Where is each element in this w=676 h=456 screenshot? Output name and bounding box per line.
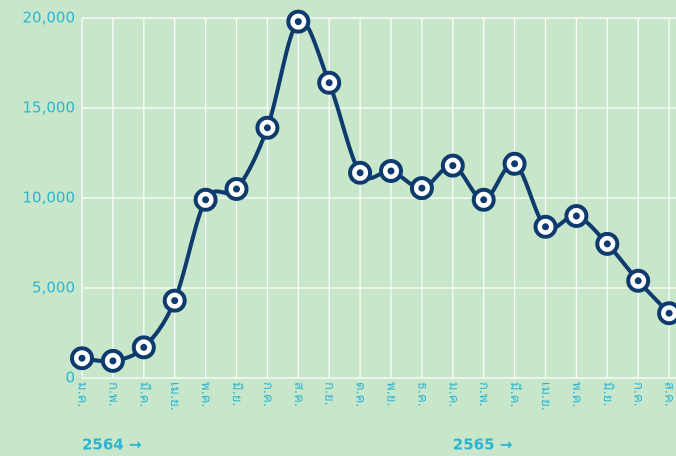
x-tick-label: ก.ย. bbox=[322, 382, 337, 406]
x-tick-label: ต.ค. bbox=[353, 382, 368, 407]
point-center bbox=[325, 79, 333, 87]
point-center bbox=[78, 354, 86, 362]
year-label: 2564 → bbox=[82, 436, 142, 454]
x-tick-label: ก.พ. bbox=[476, 382, 491, 407]
x-tick-label: ก.ค. bbox=[260, 382, 275, 407]
x-tick-label: ม.ค. bbox=[445, 382, 460, 408]
point-center bbox=[603, 240, 611, 248]
point-center bbox=[480, 196, 488, 204]
point-center bbox=[542, 223, 549, 231]
x-tick-label: ส.ค. bbox=[291, 382, 306, 407]
x-tick-label: มี.ค. bbox=[507, 382, 523, 408]
point-center bbox=[572, 212, 580, 220]
y-tick-label: 15,000 bbox=[23, 99, 76, 117]
x-tick-label: เม.ย. bbox=[538, 382, 553, 411]
point-center bbox=[233, 185, 240, 193]
x-tick-label: พ.ค. bbox=[569, 382, 584, 408]
point-center bbox=[665, 309, 673, 317]
point-center bbox=[263, 124, 271, 132]
point-center bbox=[387, 167, 395, 175]
x-tick-label: ธ.ค. bbox=[414, 382, 429, 407]
point-center bbox=[109, 357, 117, 365]
y-tick-label: 5,000 bbox=[32, 279, 75, 297]
y-tick-label: 0 bbox=[65, 369, 75, 387]
point-center bbox=[634, 277, 642, 285]
y-tick-label: 10,000 bbox=[23, 189, 76, 207]
point-center bbox=[294, 18, 302, 26]
x-tick-label: มิ.ย. bbox=[229, 382, 244, 406]
point-center bbox=[356, 169, 364, 177]
point-center bbox=[418, 184, 426, 192]
point-center bbox=[511, 160, 519, 168]
year-label: 2565 → bbox=[453, 436, 513, 454]
x-tick-label: พ.ย. bbox=[384, 382, 399, 406]
y-tick-label: 20,000 bbox=[23, 9, 76, 27]
x-tick-label: มิ.ย. bbox=[600, 382, 615, 406]
x-tick-label: เม.ย. bbox=[167, 382, 182, 411]
x-tick-label: พ.ค. bbox=[198, 382, 213, 408]
point-center bbox=[202, 196, 210, 204]
x-tick-label: ส.ค. bbox=[662, 382, 676, 407]
point-center bbox=[171, 297, 179, 305]
x-tick-label: ก.ค. bbox=[631, 382, 646, 407]
point-center bbox=[140, 343, 148, 351]
x-tick-label: ม.ค. bbox=[75, 382, 90, 408]
point-center bbox=[449, 162, 457, 170]
x-tick-label: ก.พ. bbox=[105, 382, 120, 407]
x-tick-label: มี.ค. bbox=[136, 382, 152, 408]
